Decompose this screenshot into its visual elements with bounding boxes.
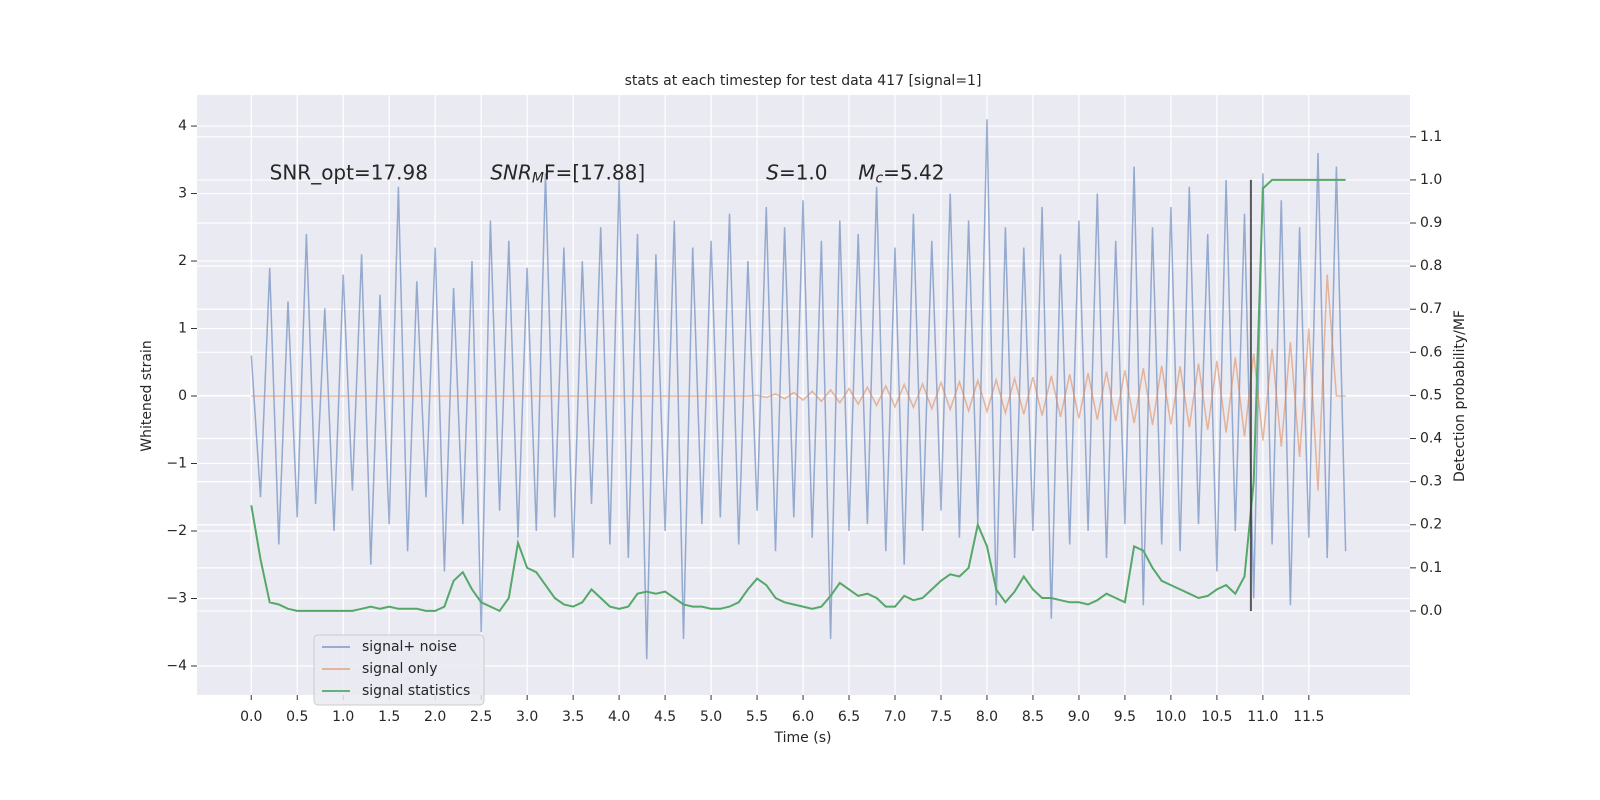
y-tick-label: 1 — [178, 321, 187, 337]
y-tick-label: −4 — [166, 658, 187, 674]
y2-axis-label: Detection probability/MF — [1452, 310, 1468, 482]
x-tick-label: 10.0 — [1155, 709, 1186, 725]
annotation-sub: c — [875, 170, 883, 186]
annotation-text: M — [858, 160, 875, 184]
x-tick-label: 1.5 — [378, 709, 400, 725]
annotation-text: S — [766, 160, 779, 184]
y2-tick-label: 0.9 — [1420, 215, 1442, 231]
x-tick-label: 3.5 — [562, 709, 584, 725]
y2-tick-label: 0.5 — [1420, 387, 1442, 403]
y2-tick-label: 0.7 — [1420, 301, 1442, 317]
y2-tick-label: 0.0 — [1420, 603, 1442, 619]
legend-box — [313, 634, 485, 706]
annotation-text: SNR — [490, 160, 532, 184]
series-line — [250, 178, 1346, 613]
series-line — [250, 119, 1347, 660]
x-tick-label: 6.0 — [792, 709, 814, 725]
legend-label: signal only — [362, 661, 437, 677]
legend-label: signal+ noise — [362, 639, 457, 655]
y2-tick-label: 0.2 — [1420, 517, 1442, 533]
y-tick-label: −1 — [166, 456, 187, 472]
y2-tick-label: 0.6 — [1420, 344, 1442, 360]
y-tick-label: 2 — [178, 253, 187, 269]
annotation-sub: M — [532, 170, 544, 186]
y2-tick-label: 0.4 — [1420, 431, 1442, 447]
x-tick-label: 4.0 — [608, 709, 630, 725]
x-tick-label: 5.0 — [700, 709, 722, 725]
x-tick-label: 6.5 — [838, 709, 860, 725]
annotation-after: =1.0 — [779, 160, 828, 184]
y-tick-label: −3 — [166, 590, 187, 606]
y-tick-label: 0 — [178, 388, 187, 404]
annotation-after: F=[17.88] — [544, 160, 645, 184]
x-tick-label: 9.5 — [1114, 709, 1136, 725]
x-tick-label: 7.0 — [884, 709, 906, 725]
x-tick-label: 9.0 — [1068, 709, 1090, 725]
x-tick-label: 0.5 — [286, 709, 308, 725]
annotation-after: =5.42 — [883, 160, 944, 184]
series-line — [251, 274, 1346, 491]
x-axis-label: Time (s) — [774, 730, 832, 746]
x-tick-label: 2.0 — [424, 709, 446, 725]
y-tick-label: 3 — [178, 186, 187, 202]
x-tick-label: 3.0 — [516, 709, 538, 725]
y-tick-label: −2 — [166, 523, 187, 539]
y2-tick-label: 0.8 — [1420, 258, 1442, 274]
x-tick-label: 7.5 — [930, 709, 952, 725]
y-tick-label: 4 — [178, 118, 187, 134]
y2-tick-label: 0.1 — [1420, 560, 1442, 576]
x-tick-label: 11.5 — [1293, 709, 1324, 725]
y2-tick-label: 1.1 — [1420, 129, 1442, 145]
annotation: S=1.0 — [766, 160, 827, 184]
x-tick-label: 8.0 — [976, 709, 998, 725]
y2-tick-label: 1.0 — [1420, 172, 1442, 188]
y-axis-label: Whitened strain — [139, 340, 155, 451]
x-tick-label: 11.0 — [1247, 709, 1278, 725]
annotation: Mc=5.42 — [858, 160, 944, 187]
x-tick-label: 10.5 — [1201, 709, 1232, 725]
annotation: SNR_opt=17.98 — [270, 160, 428, 184]
x-tick-label: 4.5 — [654, 709, 676, 725]
annotation-text: SNR_opt=17.98 — [270, 160, 428, 184]
x-tick-label: 5.5 — [746, 709, 768, 725]
chart-title: stats at each timestep for test data 417… — [625, 73, 982, 89]
x-tick-label: 2.5 — [470, 709, 492, 725]
y2-tick-label: 0.3 — [1420, 474, 1442, 490]
x-tick-label: 8.5 — [1022, 709, 1044, 725]
x-tick-label: 0.0 — [240, 709, 262, 725]
annotation: SNRMF=[17.88] — [490, 160, 645, 187]
x-tick-label: 1.0 — [332, 709, 354, 725]
legend-label: signal statistics — [362, 683, 470, 699]
